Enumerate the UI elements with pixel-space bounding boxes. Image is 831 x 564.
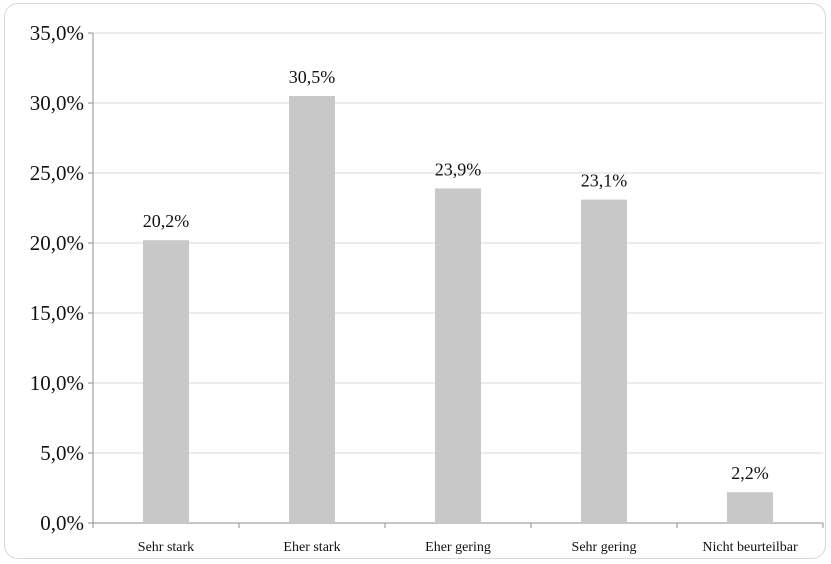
- bar: [143, 240, 189, 523]
- bar: [581, 199, 627, 523]
- y-tick-label: 10,0%: [30, 371, 84, 395]
- y-tick-label: 5,0%: [40, 441, 84, 465]
- x-tick-label: Eher stark: [283, 540, 340, 555]
- bar: [289, 96, 335, 523]
- data-label: 23,9%: [435, 159, 482, 179]
- data-label: 20,2%: [143, 211, 190, 231]
- y-tick-label: 15,0%: [30, 301, 84, 325]
- bar: [727, 492, 773, 523]
- y-tick-label: 30,0%: [30, 91, 84, 115]
- x-tick-label: Eher gering: [425, 540, 491, 555]
- y-tick-label: 20,0%: [30, 231, 84, 255]
- y-tick-label: 0,0%: [40, 511, 84, 535]
- data-label: 23,1%: [581, 171, 628, 191]
- bar: [435, 188, 481, 523]
- y-tick-label: 25,0%: [30, 161, 84, 185]
- chart-frame: [4, 3, 826, 559]
- x-tick-label: Sehr gering: [572, 540, 637, 555]
- data-label: 30,5%: [289, 67, 336, 87]
- data-label: 2,2%: [731, 463, 769, 483]
- y-tick-label: 35,0%: [30, 21, 84, 45]
- x-tick-label: Nicht beurteilbar: [702, 540, 798, 555]
- x-tick-label: Sehr stark: [138, 540, 194, 555]
